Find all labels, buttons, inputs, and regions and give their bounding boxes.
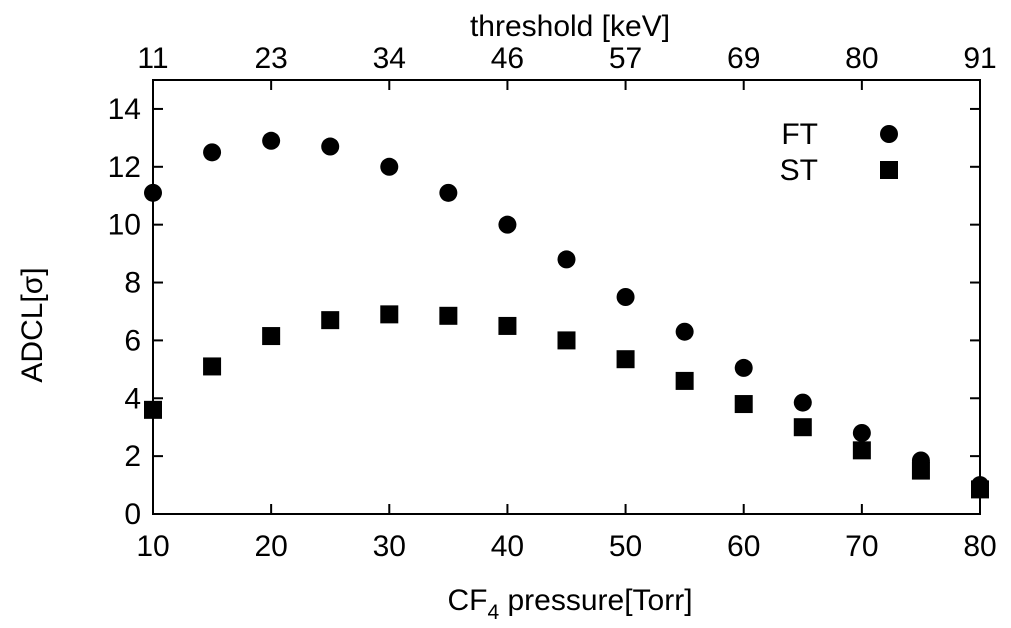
data-point-st bbox=[793, 418, 812, 437]
data-point-ft bbox=[262, 131, 281, 150]
legend-label-ft: FT bbox=[781, 118, 818, 151]
data-point-st bbox=[557, 331, 576, 350]
x-axis-title: CF4 pressure[Torr] bbox=[447, 584, 692, 624]
x-tick-label: 70 bbox=[845, 530, 878, 563]
data-point-st bbox=[321, 311, 340, 330]
plot-frame bbox=[152, 79, 981, 515]
legend-marker-st bbox=[880, 161, 898, 179]
x-tick-label: 40 bbox=[491, 530, 524, 563]
data-point-ft bbox=[498, 215, 517, 234]
y-tick-label: 4 bbox=[124, 382, 141, 415]
data-point-st bbox=[852, 441, 871, 460]
data-point-st bbox=[144, 400, 162, 419]
x-tick-label: 80 bbox=[963, 530, 996, 563]
data-point-ft bbox=[793, 393, 812, 412]
series-ft bbox=[144, 131, 989, 495]
data-point-st bbox=[203, 357, 222, 376]
x-tick-label: 50 bbox=[609, 530, 642, 563]
data-point-ft bbox=[380, 157, 399, 176]
top-tick-label: 57 bbox=[609, 42, 642, 75]
data-point-ft bbox=[675, 322, 694, 341]
x-axis-title-sub: 4 bbox=[487, 601, 499, 624]
top-tick-label: 34 bbox=[373, 42, 406, 75]
data-point-st bbox=[498, 316, 517, 335]
data-point-ft bbox=[439, 183, 458, 202]
data-point-ft bbox=[616, 288, 635, 306]
marks-layer bbox=[144, 131, 989, 499]
x-tick-label: 30 bbox=[373, 530, 406, 563]
x-axis-title-rest: pressure[Torr] bbox=[499, 584, 692, 617]
data-point-ft bbox=[144, 183, 162, 202]
top-tick-label: 80 bbox=[845, 42, 878, 75]
data-point-ft bbox=[734, 358, 753, 377]
data-point-ft bbox=[557, 250, 576, 269]
y-tick-label: 14 bbox=[108, 93, 141, 126]
y-axis-title: ADCL[σ] bbox=[16, 267, 49, 382]
data-point-st bbox=[616, 350, 635, 369]
y-tick-label: 6 bbox=[124, 324, 141, 357]
legend-label-st: ST bbox=[780, 154, 818, 187]
data-point-ft bbox=[321, 137, 340, 156]
y-tick-label: 0 bbox=[124, 498, 141, 531]
y-tick-label: 10 bbox=[108, 209, 141, 242]
x-tick-label: 60 bbox=[727, 530, 760, 563]
x-tick-label: 20 bbox=[254, 530, 287, 563]
data-point-st bbox=[971, 480, 989, 499]
data-point-st bbox=[380, 305, 399, 324]
data-point-st bbox=[734, 395, 753, 414]
top-tick-label: 46 bbox=[491, 42, 524, 75]
data-point-ft bbox=[852, 423, 871, 442]
x-tick-label: 10 bbox=[136, 530, 169, 563]
y-tick-label: 8 bbox=[124, 267, 141, 300]
top-tick-label: 91 bbox=[963, 42, 996, 75]
series-st bbox=[144, 305, 989, 499]
top-tick-label: 23 bbox=[254, 42, 287, 75]
legend-marker-ft bbox=[880, 125, 898, 143]
axes-layer bbox=[152, 79, 981, 515]
top-axis-title: threshold [keV] bbox=[470, 10, 670, 43]
x-axis-title-main: CF bbox=[447, 584, 487, 617]
top-tick-label: 69 bbox=[727, 42, 760, 75]
data-point-st bbox=[439, 306, 458, 325]
y-tick-label: 12 bbox=[108, 151, 141, 184]
data-point-st bbox=[675, 371, 694, 390]
data-point-ft bbox=[203, 143, 222, 162]
top-tick-label: 11 bbox=[137, 42, 168, 75]
data-point-st bbox=[911, 461, 930, 480]
y-tick-label: 2 bbox=[124, 440, 141, 473]
data-point-st bbox=[262, 327, 281, 346]
